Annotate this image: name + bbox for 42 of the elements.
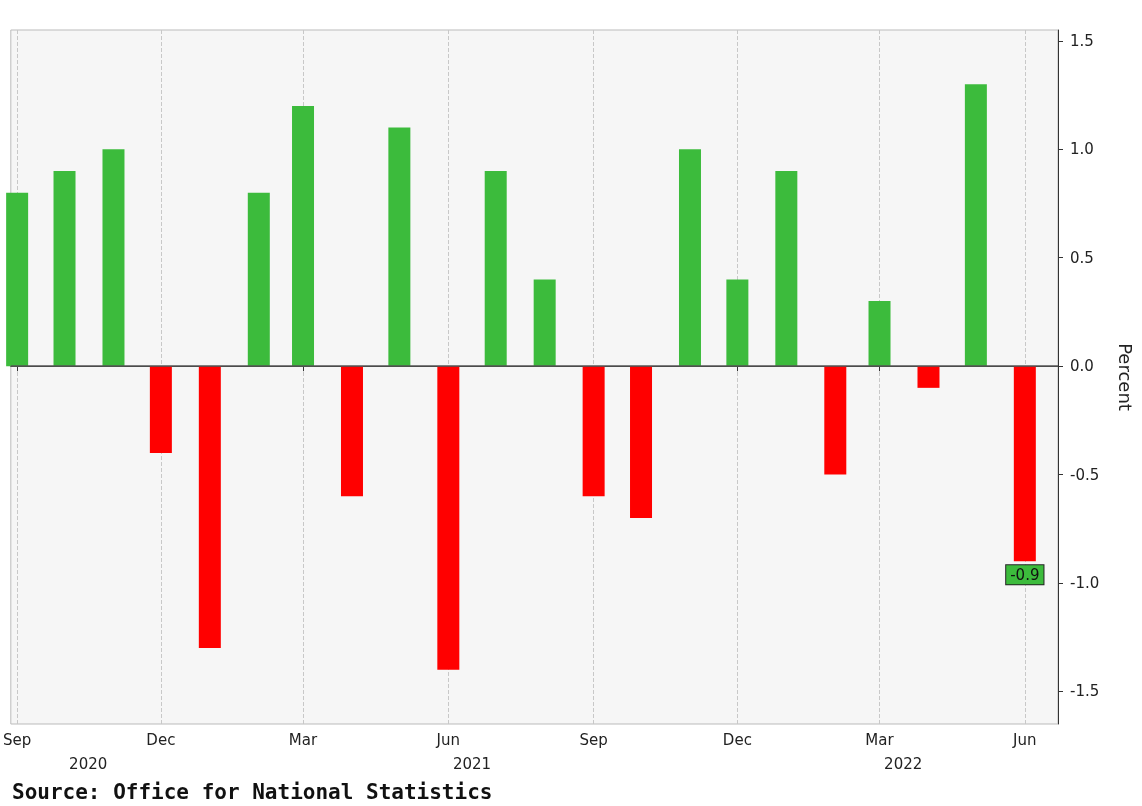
bar [582,366,605,497]
x2-tick-label: 2022 [884,754,923,773]
y-tick-label: -1.5 [1070,682,1100,701]
bar [388,127,411,367]
x-tick-label: Sep [3,730,32,749]
x2-tick-label: 2021 [452,754,492,773]
y-axis-title: Percent [1114,343,1136,411]
y-tick-label: 0.5 [1070,248,1094,267]
x-tick-label: Sep [579,730,608,749]
x-tick-label: Jun [435,730,461,749]
bar [6,192,29,367]
bar [533,279,556,367]
bar [630,366,653,518]
bar [868,301,891,367]
bar [964,84,987,367]
x-tick-label: Dec [722,730,752,749]
x-tick-label: Mar [865,730,895,749]
x-tick-label: Dec [146,730,176,749]
bar [53,170,76,367]
bar [824,366,847,475]
source-note: Source: Office for National Statistics [12,779,493,804]
bar [198,366,221,649]
bar [775,170,798,367]
x-tick-label: Jun [1012,730,1037,749]
bar [292,105,315,367]
bar [149,366,172,453]
bar [102,149,125,367]
x-tick-label: Mar [288,730,318,749]
bar [726,279,749,367]
bar [340,366,363,497]
y-tick-label: 1.0 [1070,140,1094,159]
bar [678,149,701,367]
data-label: -0.9 [1010,565,1040,584]
bar [917,366,940,388]
y-tick-label: 1.5 [1070,31,1094,50]
bar [437,366,460,670]
x2-tick-label: 2020 [69,754,108,773]
y-tick-label: -1.0 [1070,574,1100,593]
y-tick-label: 0.0 [1070,357,1094,376]
bar [247,192,270,367]
bar [484,170,507,367]
y-tick-label: -0.5 [1070,465,1100,484]
